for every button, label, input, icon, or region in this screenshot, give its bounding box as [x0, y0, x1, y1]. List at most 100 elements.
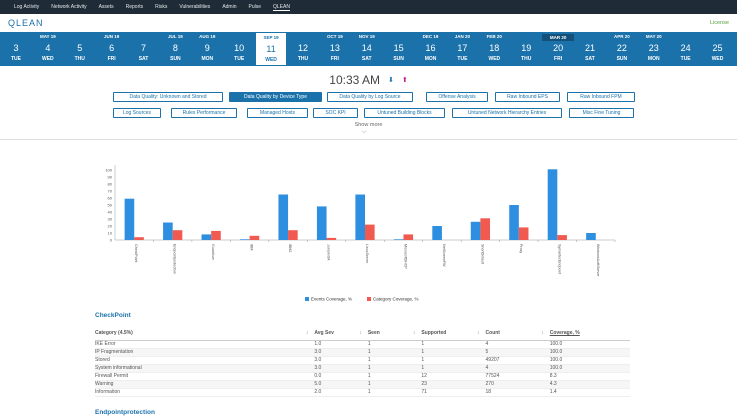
- date-item[interactable]: 25 WED: [702, 32, 734, 66]
- date-month: MAR 20: [542, 34, 575, 41]
- date-weekday: TUE: [234, 56, 245, 62]
- sort-icon[interactable]: ↕: [359, 329, 362, 336]
- date-weekday: THU: [297, 56, 309, 62]
- date-item[interactable]: MAY 19 4 WED: [32, 32, 64, 66]
- date-weekday: FRI: [330, 56, 339, 62]
- dashboard-buttons-row-2: Log Sources Rules Performance Managed Host…: [0, 108, 737, 120]
- dashboard-button-raw-inbound-fpm[interactable]: Raw Inbound FPM: [567, 92, 635, 102]
- date-item[interactable]: NOV 19 14 SAT: [351, 32, 383, 66]
- dashboard-button-soc-kpi[interactable]: SOC KPI: [313, 108, 358, 118]
- bar: [480, 218, 490, 240]
- y-tick-label: 50: [108, 203, 113, 208]
- date-item[interactable]: JUL 19 8 SUN: [159, 32, 191, 66]
- dashboard-button-managed-hosts[interactable]: Managed Hosts: [247, 108, 308, 118]
- date-weekday: FRI: [107, 56, 116, 62]
- date-item[interactable]: FEB 20 18 WED: [478, 32, 510, 66]
- date-item[interactable]: 5 THU: [64, 32, 96, 66]
- date-item[interactable]: MAR 20 20 FRI: [542, 32, 575, 66]
- nav-item-vulnerabilities[interactable]: Vulnerabilities: [179, 4, 211, 10]
- download-icon[interactable]: ⬇: [387, 77, 394, 84]
- column-header[interactable]: Coverage, %: [549, 326, 630, 341]
- date-item[interactable]: 7 SAT: [128, 32, 160, 66]
- dashboard-button-offense-analysis[interactable]: Offense Analysis: [426, 92, 488, 102]
- date-month: JUN 19: [103, 34, 120, 39]
- x-tick-label: IBM2: [288, 244, 292, 252]
- date-month: MAY 20: [645, 34, 662, 39]
- bar: [249, 235, 260, 240]
- date-item[interactable]: 12 THU: [287, 32, 319, 66]
- dashboard-button-misc-fine-tuning[interactable]: Misc Fine Tuning: [569, 108, 634, 118]
- table-cell: IKE Error: [95, 340, 315, 349]
- bar: [518, 227, 529, 240]
- date-number: 11: [266, 44, 276, 54]
- column-header[interactable]: Avg Sev ↕: [314, 326, 368, 341]
- nav-item-pulse[interactable]: Pulse: [248, 4, 262, 10]
- date-item[interactable]: DEC 19 16 MON: [415, 32, 447, 66]
- dashboard-buttons-row-1: Data Quality: Unknown and Stored Data Qua…: [0, 92, 737, 104]
- license-link[interactable]: License: [710, 20, 729, 26]
- date-item[interactable]: SEP 19 11 WED: [255, 32, 288, 66]
- date-weekday: WED: [42, 56, 54, 62]
- x-tick-label: JuniperSA: [327, 244, 331, 261]
- y-tick-label: 70: [108, 189, 113, 194]
- dashboard-button-raw-inbound-eps[interactable]: Raw Inbound EPS: [495, 92, 560, 102]
- nav-item-reports[interactable]: Reports: [125, 4, 144, 10]
- nav-item-qlean[interactable]: QLEAN: [273, 3, 290, 11]
- date-timeline: 3 TUE MAY 19 4 WED 5 THU JUN 19 6 FRI 7 SAT JUL 19 8 S…: [0, 32, 737, 66]
- date-item[interactable]: 10 TUE: [223, 32, 255, 66]
- dashboard-button-rules-performance[interactable]: Rules Performance: [171, 108, 237, 118]
- bar: [172, 230, 183, 240]
- nav-item-assets[interactable]: Assets: [98, 4, 114, 10]
- date-item[interactable]: OCT 19 13 FRI: [319, 32, 351, 66]
- legend-swatch: [305, 297, 309, 301]
- nav-item-admin[interactable]: Admin: [222, 4, 237, 10]
- date-item[interactable]: 15 SUN: [383, 32, 415, 66]
- upload-icon[interactable]: ⬆: [401, 77, 408, 84]
- dashboard-button-data-quality-unknown-and-stored[interactable]: Data Quality: Unknown and Stored: [113, 92, 223, 102]
- date-item[interactable]: JAN 20 17 TUE: [446, 32, 478, 66]
- dashboard-button-data-quality-by-device-type[interactable]: Data Quality by Device Type: [229, 92, 322, 102]
- date-weekday: WED: [488, 56, 501, 62]
- nav-item-network-activity[interactable]: Network Activity: [51, 4, 87, 10]
- x-tick-label: LinuxServer: [365, 244, 369, 264]
- nav-item-risks[interactable]: Risks: [155, 4, 168, 10]
- date-item[interactable]: 19 THU: [510, 32, 542, 66]
- dashboard-button-log-sources[interactable]: Log Sources: [113, 108, 161, 118]
- date-item[interactable]: JUN 19 6 FRI: [96, 32, 128, 66]
- sort-icon[interactable]: ↕: [477, 329, 480, 336]
- table-cell: 100.0: [549, 364, 630, 373]
- sort-icon[interactable]: ↕: [412, 329, 416, 336]
- table-cell: 8.3: [549, 372, 630, 381]
- chevron-down-icon[interactable]: ⌵: [362, 129, 367, 135]
- date-number: 16: [425, 43, 436, 53]
- column-header-label: Count: [485, 329, 500, 336]
- dashboard-button-untuned-network-hierarchy-entries[interactable]: Untuned Network Hierarchy Entries: [452, 108, 562, 118]
- dashboard-button-untuned-building-blocks[interactable]: Untuned Building Blocks: [364, 108, 445, 118]
- date-number: 21: [584, 43, 595, 53]
- column-header[interactable]: Category (4.5%) ↕: [95, 326, 315, 341]
- column-header[interactable]: Count ↕: [485, 326, 550, 341]
- date-item[interactable]: 24 TUE: [670, 32, 702, 66]
- date-item[interactable]: AUG 19 9 MON: [191, 32, 223, 66]
- nav-item-log-activity[interactable]: Log Activity: [14, 4, 40, 10]
- x-tick-label: SymantecEndpoint: [557, 244, 561, 274]
- dashboard-button-data-quality-by-log-source[interactable]: Data Quality by Log Source: [327, 92, 413, 102]
- date-item[interactable]: 21 SAT: [574, 32, 606, 66]
- bar: [509, 205, 519, 240]
- y-tick-label: 40: [108, 210, 113, 215]
- sort-icon[interactable]: ↕: [541, 329, 544, 336]
- app-header: QLEAN License: [0, 14, 737, 32]
- date-item[interactable]: 3 TUE: [0, 32, 32, 66]
- column-header[interactable]: Supported ↕: [421, 326, 486, 341]
- table-cell: 1: [367, 380, 422, 389]
- column-header[interactable]: Seen ↕: [367, 326, 422, 341]
- show-more-link[interactable]: Show more: [354, 122, 383, 128]
- date-weekday: FRI: [554, 56, 563, 62]
- date-number: 25: [712, 43, 723, 53]
- date-number: 5: [77, 43, 83, 53]
- date-item[interactable]: APR 20 22 SUN: [606, 32, 638, 66]
- sort-icon[interactable]: ↕: [305, 329, 309, 336]
- table-cell: 3.0: [314, 364, 368, 373]
- date-number: 23: [648, 43, 659, 53]
- date-item[interactable]: MAY 20 23 MON: [638, 32, 670, 66]
